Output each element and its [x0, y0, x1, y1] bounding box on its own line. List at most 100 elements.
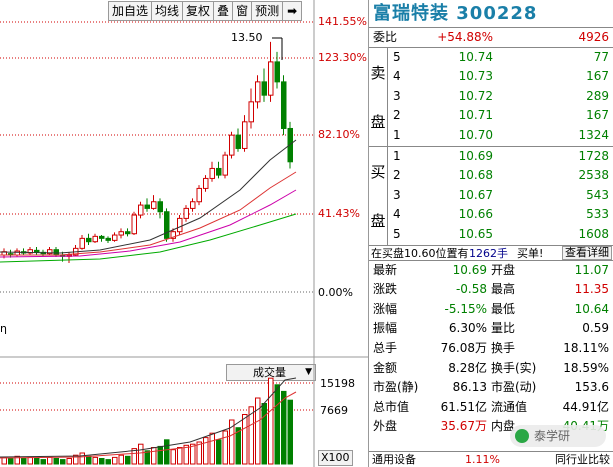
candle-body	[92, 235, 98, 243]
candle-body	[170, 231, 176, 239]
volume-unit: X100	[318, 450, 353, 466]
trade-bar-text: 在买盘10.60位置有	[371, 246, 469, 260]
arrow-right-icon[interactable]: ➡	[287, 4, 298, 18]
level-number: 2	[393, 108, 401, 123]
volume-bar	[92, 456, 98, 465]
moving-average-button[interactable]: 均线	[152, 2, 184, 20]
sell-level-row[interactable]: 3 10.72 289	[369, 87, 613, 107]
stats-row: 振幅 6.30% 量比 0.59	[369, 319, 613, 339]
volume-bar	[40, 459, 46, 465]
volume-bar	[157, 445, 163, 465]
stat-value: 76.08万	[440, 340, 487, 355]
peak-price-label: 13.50	[231, 31, 263, 44]
window-button[interactable]: 窗	[233, 2, 253, 20]
level-volume: 167	[586, 108, 609, 123]
adjust-price-button[interactable]: 复权	[183, 2, 215, 20]
volume-bar	[190, 443, 196, 465]
stat-label: 量比	[491, 321, 516, 336]
industry-pct: 1.11%	[465, 453, 500, 466]
sell-level-row[interactable]: 4 10.73 167	[369, 67, 613, 87]
sell-level-row[interactable]: 5 10.74 77	[369, 48, 613, 68]
volume-chart[interactable]	[0, 358, 368, 467]
volume-bar	[164, 439, 170, 465]
y-label-top: 141.55%	[318, 15, 367, 28]
stat-value: 6.30%	[448, 321, 487, 336]
level-volume: 1728	[578, 148, 609, 163]
buy-level-row[interactable]: 5 10.65 1608	[369, 225, 613, 245]
stat-label: 内盘	[491, 419, 516, 434]
volume-bar	[138, 443, 144, 465]
level-number: 1	[393, 148, 401, 163]
candlestick-chart[interactable]	[0, 0, 368, 358]
view-detail-button[interactable]: 查看详细	[562, 245, 612, 260]
weibi-row: 委比 +54.88% 4926	[369, 27, 613, 47]
volume-bar	[209, 432, 215, 465]
chart-toolbar: 加自选 均线 复权 叠 窗 预测 ➡	[108, 1, 303, 21]
candle-body	[47, 249, 53, 255]
sell-side-label: 卖 盘	[370, 63, 386, 131]
stat-label: 换手(实)	[491, 360, 537, 375]
stat-label: 涨跌	[373, 282, 398, 297]
stats-table: 最新 10.69 开盘 11.07 涨跌 -0.58 最高 11.35 涨幅 -5.15% 最低 10…	[369, 261, 613, 437]
level-volume: 2538	[578, 168, 609, 183]
industry-name[interactable]: 通用设备	[372, 453, 416, 466]
stat-label: 外盘	[373, 419, 398, 434]
volume-bar	[73, 454, 79, 465]
moving-average-line	[0, 139, 297, 254]
weibi-label: 委比	[373, 30, 398, 44]
sell-level-row[interactable]: 2 10.71 167	[369, 106, 613, 126]
indicator-label: 成交量	[253, 366, 286, 379]
chart-area[interactable]: 加自选 均线 复权 叠 窗 预测 ➡ 141.55% 123.30% 82.10…	[0, 0, 368, 467]
level-price: 10.74	[458, 49, 493, 64]
trade-bar-qty: 1262手	[469, 246, 508, 260]
forecast-button[interactable]: 预测	[252, 2, 284, 20]
level-volume: 543	[586, 187, 609, 202]
trade-bar-buy-link[interactable]: 买单!	[517, 246, 544, 260]
volume-bar	[274, 384, 280, 465]
candle-body	[105, 237, 111, 241]
level-price: 10.68	[458, 168, 493, 183]
volume-bar	[79, 452, 85, 465]
vol-label-mid: 7669	[320, 404, 348, 417]
stat-value: 44.91亿	[562, 399, 609, 414]
level-price: 10.71	[458, 108, 493, 123]
buy-level-row[interactable]: 4 10.66 533	[369, 205, 613, 225]
vol-label-top: 15198	[320, 377, 355, 390]
candle-body	[255, 81, 261, 103]
stat-label: 换手	[491, 340, 516, 355]
stats-row: 最新 10.69 开盘 11.07	[369, 261, 613, 281]
sell-level-row[interactable]: 1 10.70 1324	[369, 126, 613, 146]
candle-body	[287, 127, 293, 163]
level-volume: 77	[593, 49, 609, 64]
level-price: 10.65	[458, 226, 493, 241]
weibi-value: +54.88%	[437, 30, 493, 44]
y-label-2: 123.30%	[318, 51, 367, 64]
level-volume: 533	[586, 207, 609, 222]
level-price: 10.72	[458, 88, 493, 103]
buy-level-row[interactable]: 2 10.68 2538	[369, 166, 613, 186]
candle-body	[268, 61, 274, 96]
stat-value: 86.13	[452, 380, 487, 395]
volume-bar	[60, 459, 66, 465]
stats-row: 涨幅 -5.15% 最低 10.64	[369, 300, 613, 320]
volume-bar	[151, 447, 157, 465]
stat-value: 153.6	[574, 380, 609, 395]
stat-label: 总市值	[373, 399, 410, 414]
volume-bar	[118, 454, 124, 465]
volume-bar	[177, 447, 183, 465]
chevron-down-icon: ▼	[305, 367, 312, 377]
add-watchlist-button[interactable]: 加自选	[109, 2, 153, 20]
stat-label: 市盈(静)	[373, 380, 419, 395]
level-number: 4	[393, 69, 401, 84]
level-price: 10.67	[458, 187, 493, 202]
stats-row: 总手 76.08万 换手 18.11%	[369, 339, 613, 359]
level-price: 10.70	[458, 127, 493, 142]
candle-body	[118, 231, 124, 236]
buy-level-row[interactable]: 3 10.67 543	[369, 186, 613, 206]
industry-compare-link[interactable]: 同行业比较	[555, 453, 610, 466]
overlay-button[interactable]: 叠	[214, 2, 234, 20]
buy-level-row[interactable]: 1 10.69 1728	[369, 147, 613, 167]
level-volume: 1608	[578, 226, 609, 241]
volume-bar	[248, 406, 254, 465]
y-label-zero: 0.00%	[318, 286, 353, 299]
